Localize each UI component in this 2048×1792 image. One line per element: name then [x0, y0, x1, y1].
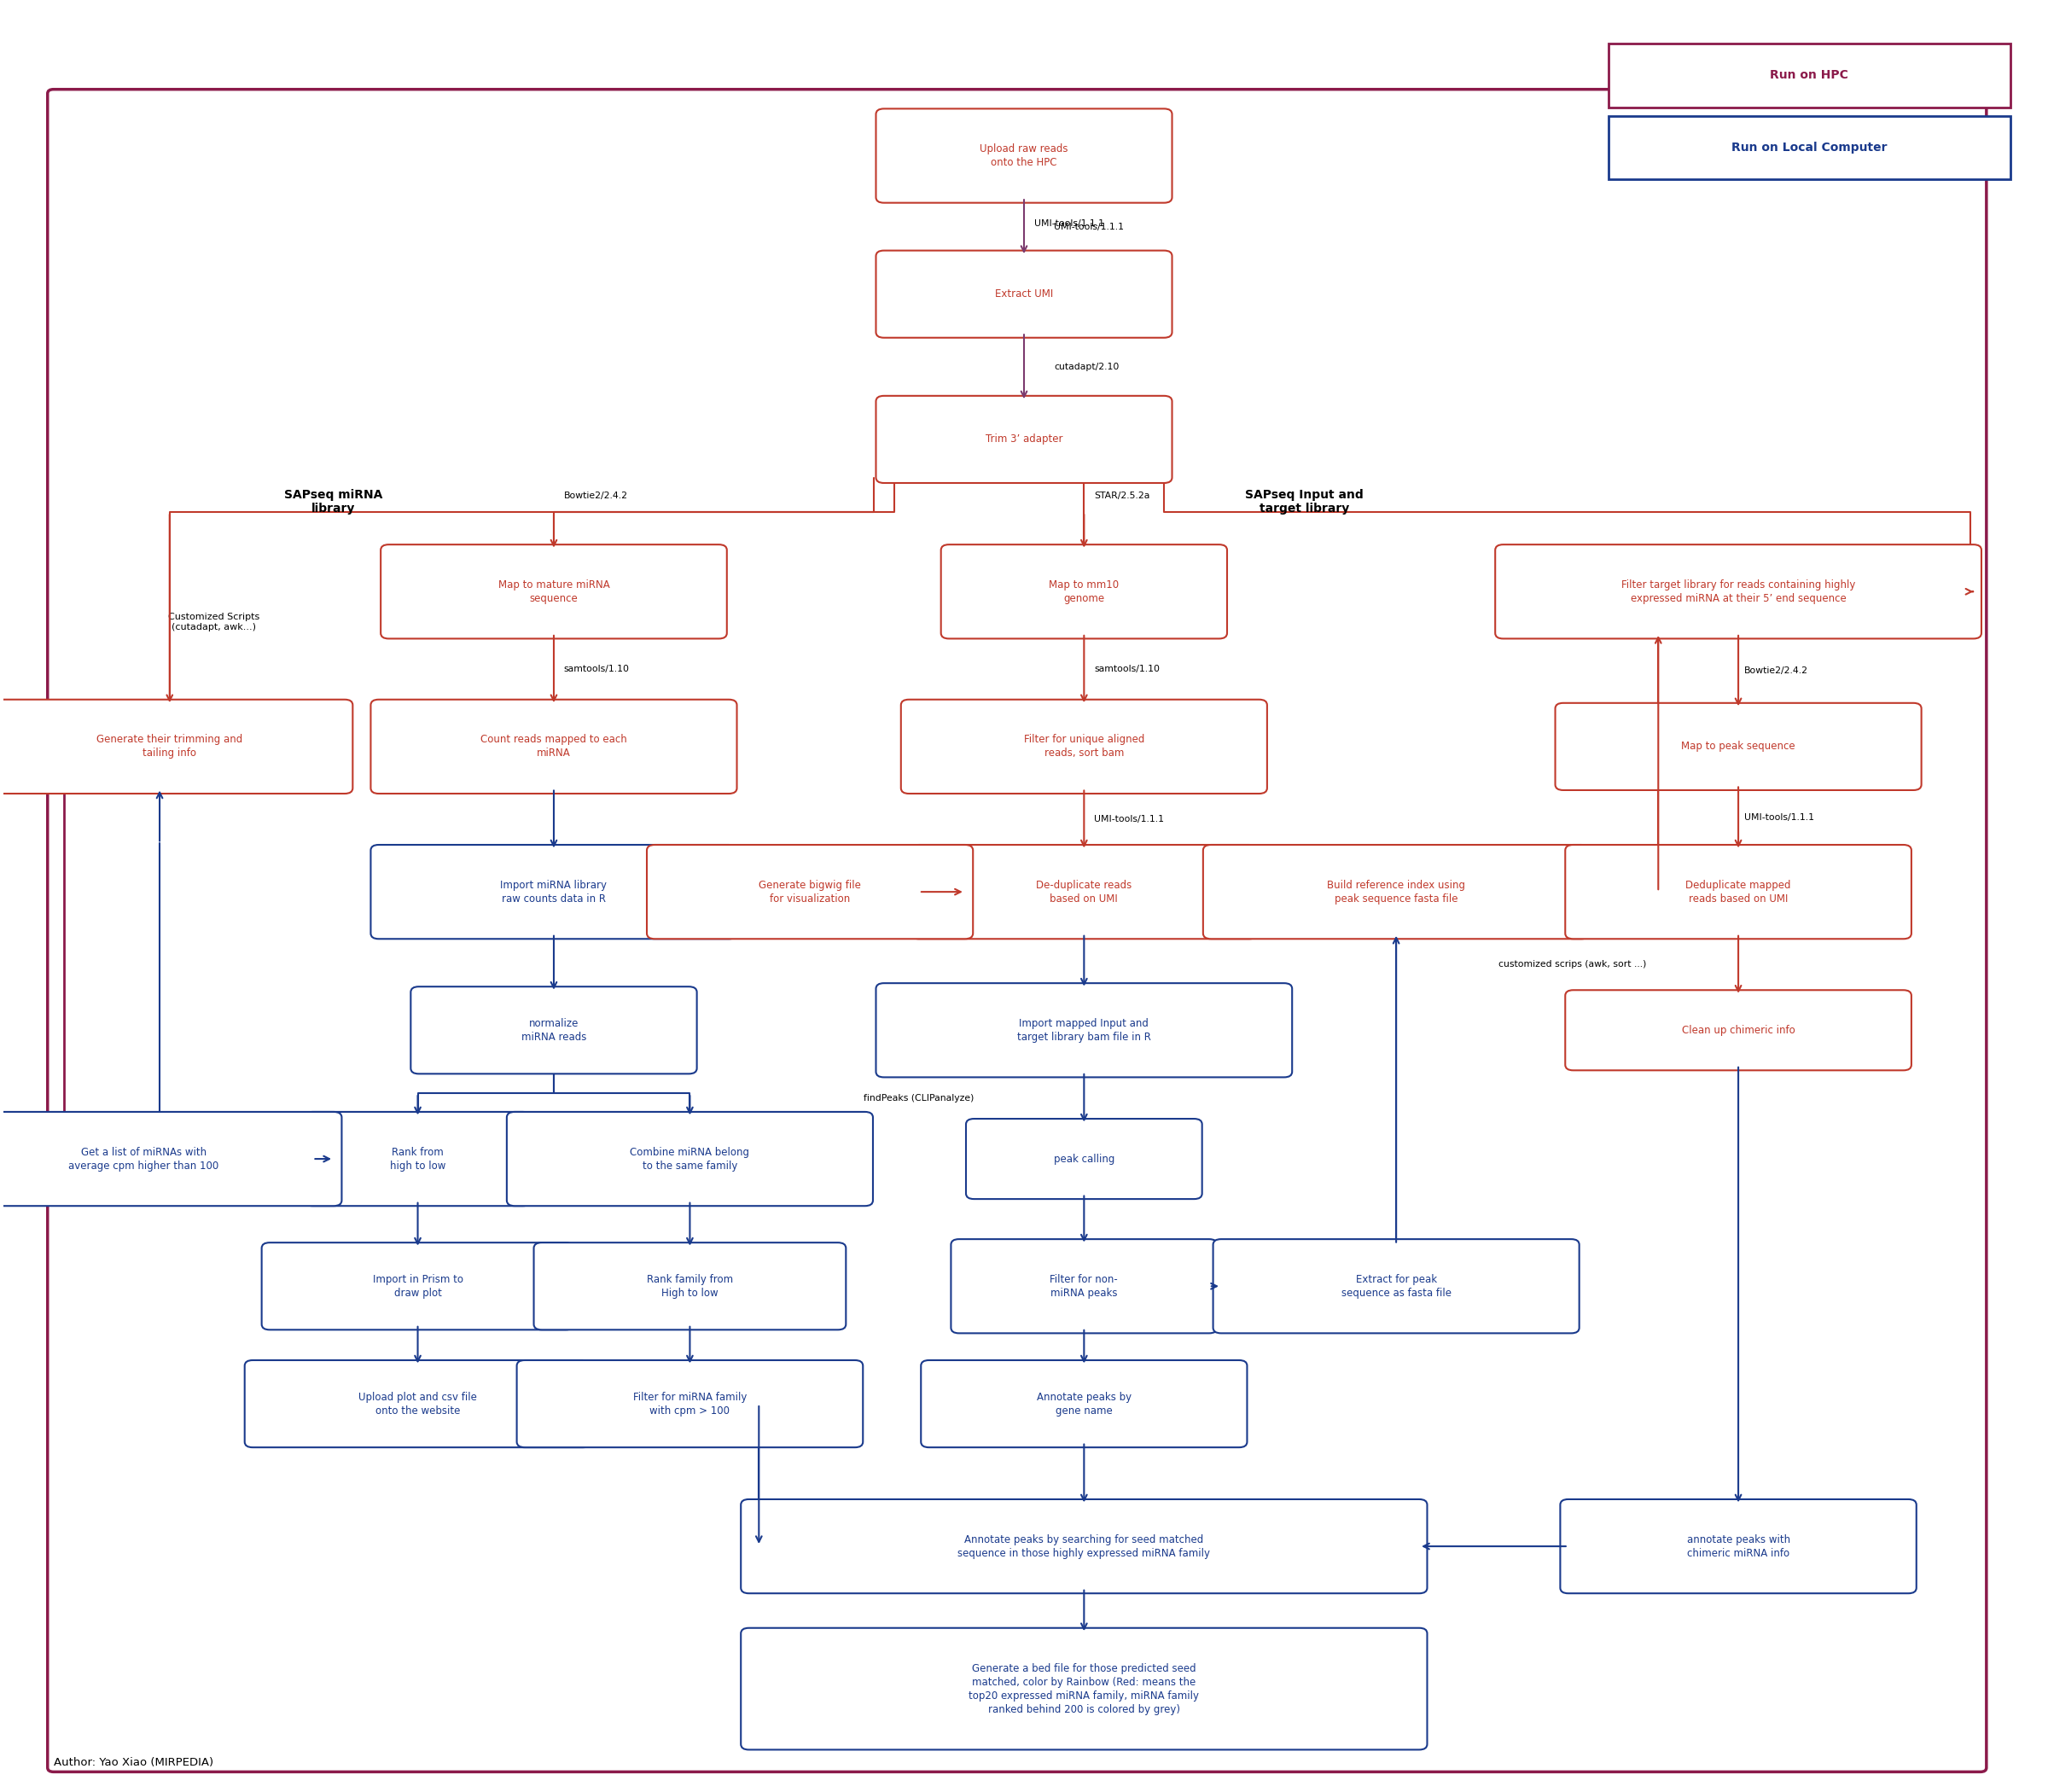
FancyBboxPatch shape	[412, 987, 696, 1073]
FancyBboxPatch shape	[371, 844, 737, 939]
Text: Count reads mapped to each
miRNA: Count reads mapped to each miRNA	[481, 735, 627, 760]
Text: Generate a bed file for those predicted seed
matched, color by Rainbow (Red: mea: Generate a bed file for those predicted …	[969, 1663, 1200, 1715]
Text: Generate their trimming and
tailing info: Generate their trimming and tailing info	[96, 735, 244, 760]
Text: SAPseq miRNA
library: SAPseq miRNA library	[285, 489, 383, 514]
FancyBboxPatch shape	[967, 1118, 1202, 1199]
Text: normalize
miRNA reads: normalize miRNA reads	[520, 1018, 586, 1043]
FancyBboxPatch shape	[741, 1500, 1427, 1593]
Text: Map to mature miRNA
sequence: Map to mature miRNA sequence	[498, 579, 610, 604]
Text: Get a list of miRNAs with
average cpm higher than 100: Get a list of miRNAs with average cpm hi…	[68, 1147, 219, 1172]
Text: Generate bigwig file
for visualization: Generate bigwig file for visualization	[758, 880, 860, 905]
Text: UMI-tools/1.1.1: UMI-tools/1.1.1	[1094, 815, 1163, 824]
FancyBboxPatch shape	[940, 545, 1227, 638]
Text: Trim 3’ adapter: Trim 3’ adapter	[985, 434, 1063, 444]
Text: Filter target library for reads containing highly
expressed miRNA at their 5’ en: Filter target library for reads containi…	[1622, 579, 1855, 604]
Text: Extract UMI: Extract UMI	[995, 289, 1053, 299]
FancyBboxPatch shape	[1202, 844, 1589, 939]
Text: STAR/2.5.2a: STAR/2.5.2a	[1094, 491, 1149, 500]
FancyBboxPatch shape	[950, 1238, 1217, 1333]
FancyBboxPatch shape	[877, 251, 1171, 337]
FancyBboxPatch shape	[516, 1360, 862, 1448]
Text: UMI-tools/1.1.1: UMI-tools/1.1.1	[1055, 222, 1124, 231]
Text: Extract for peak
sequence as fasta file: Extract for peak sequence as fasta file	[1341, 1274, 1452, 1299]
Text: Annotate peaks by searching for seed matched
sequence in those highly expressed : Annotate peaks by searching for seed mat…	[958, 1534, 1210, 1559]
FancyBboxPatch shape	[1561, 1500, 1917, 1593]
FancyBboxPatch shape	[877, 396, 1171, 484]
Text: Map to peak sequence: Map to peak sequence	[1681, 742, 1796, 753]
Text: Upload raw reads
onto the HPC: Upload raw reads onto the HPC	[979, 143, 1069, 168]
Text: Build reference index using
peak sequence fasta file: Build reference index using peak sequenc…	[1327, 880, 1464, 905]
Text: Annotate peaks by
gene name: Annotate peaks by gene name	[1036, 1391, 1130, 1416]
FancyBboxPatch shape	[1608, 116, 2011, 179]
FancyBboxPatch shape	[911, 844, 1257, 939]
Text: peak calling: peak calling	[1053, 1154, 1114, 1165]
Text: annotate peaks with
chimeric miRNA info: annotate peaks with chimeric miRNA info	[1688, 1534, 1790, 1559]
FancyBboxPatch shape	[1608, 43, 2011, 108]
FancyBboxPatch shape	[877, 984, 1292, 1077]
FancyBboxPatch shape	[305, 1111, 530, 1206]
FancyBboxPatch shape	[244, 1360, 590, 1448]
Text: Deduplicate mapped
reads based on UMI: Deduplicate mapped reads based on UMI	[1686, 880, 1792, 905]
Text: Import miRNA library
raw counts data in R: Import miRNA library raw counts data in …	[500, 880, 606, 905]
FancyBboxPatch shape	[1554, 702, 1921, 790]
Text: Filter for non-
miRNA peaks: Filter for non- miRNA peaks	[1051, 1274, 1118, 1299]
Text: samtools/1.10: samtools/1.10	[563, 665, 629, 674]
Text: UMI-tools/1.1.1: UMI-tools/1.1.1	[1034, 220, 1104, 228]
FancyBboxPatch shape	[647, 844, 973, 939]
FancyBboxPatch shape	[1565, 844, 1911, 939]
Text: samtools/1.10: samtools/1.10	[1094, 665, 1159, 674]
FancyBboxPatch shape	[877, 109, 1171, 202]
FancyBboxPatch shape	[1565, 991, 1911, 1070]
Text: SAPseq Input and
target library: SAPseq Input and target library	[1245, 489, 1364, 514]
FancyBboxPatch shape	[0, 1111, 342, 1206]
FancyBboxPatch shape	[901, 699, 1268, 794]
Text: Map to mm10
genome: Map to mm10 genome	[1049, 579, 1118, 604]
Text: Import mapped Input and
target library bam file in R: Import mapped Input and target library b…	[1018, 1018, 1151, 1043]
FancyBboxPatch shape	[262, 1242, 573, 1330]
Text: Upload plot and csv file
onto the website: Upload plot and csv file onto the websit…	[358, 1391, 477, 1416]
Text: Bowtie2/2.4.2: Bowtie2/2.4.2	[1745, 667, 1808, 676]
FancyBboxPatch shape	[506, 1111, 872, 1206]
Text: Bowtie2/2.4.2: Bowtie2/2.4.2	[563, 491, 629, 500]
Text: Rank from
high to low: Rank from high to low	[389, 1147, 446, 1172]
FancyBboxPatch shape	[741, 1627, 1427, 1749]
FancyBboxPatch shape	[922, 1360, 1247, 1448]
FancyBboxPatch shape	[1212, 1238, 1579, 1333]
FancyBboxPatch shape	[1495, 545, 1980, 638]
Text: Filter for unique aligned
reads, sort bam: Filter for unique aligned reads, sort ba…	[1024, 735, 1145, 760]
Text: Combine miRNA belong
to the same family: Combine miRNA belong to the same family	[631, 1147, 750, 1172]
Text: Run on HPC: Run on HPC	[1769, 70, 1849, 81]
Text: Customized Scripts
(cutadapt, awk...): Customized Scripts (cutadapt, awk...)	[168, 613, 260, 631]
Text: UMI-tools/1.1.1: UMI-tools/1.1.1	[1745, 814, 1815, 823]
Text: Run on Local Computer: Run on Local Computer	[1731, 142, 1886, 154]
FancyBboxPatch shape	[371, 699, 737, 794]
Text: Import in Prism to
draw plot: Import in Prism to draw plot	[373, 1274, 463, 1299]
Text: De-duplicate reads
based on UMI: De-duplicate reads based on UMI	[1036, 880, 1133, 905]
Text: Filter for miRNA family
with cpm > 100: Filter for miRNA family with cpm > 100	[633, 1391, 748, 1416]
Text: Clean up chimeric info: Clean up chimeric info	[1681, 1025, 1794, 1036]
Text: cutadapt/2.10: cutadapt/2.10	[1055, 362, 1118, 371]
FancyBboxPatch shape	[535, 1242, 846, 1330]
Text: Author: Yao Xiao (MIRPEDIA): Author: Yao Xiao (MIRPEDIA)	[53, 1756, 213, 1767]
Text: findPeaks (CLIPanalyze): findPeaks (CLIPanalyze)	[864, 1093, 975, 1102]
FancyBboxPatch shape	[381, 545, 727, 638]
Text: Rank family from
High to low: Rank family from High to low	[647, 1274, 733, 1299]
Text: customized scrips (awk, sort ...): customized scrips (awk, sort ...)	[1499, 961, 1647, 969]
FancyBboxPatch shape	[0, 699, 352, 794]
